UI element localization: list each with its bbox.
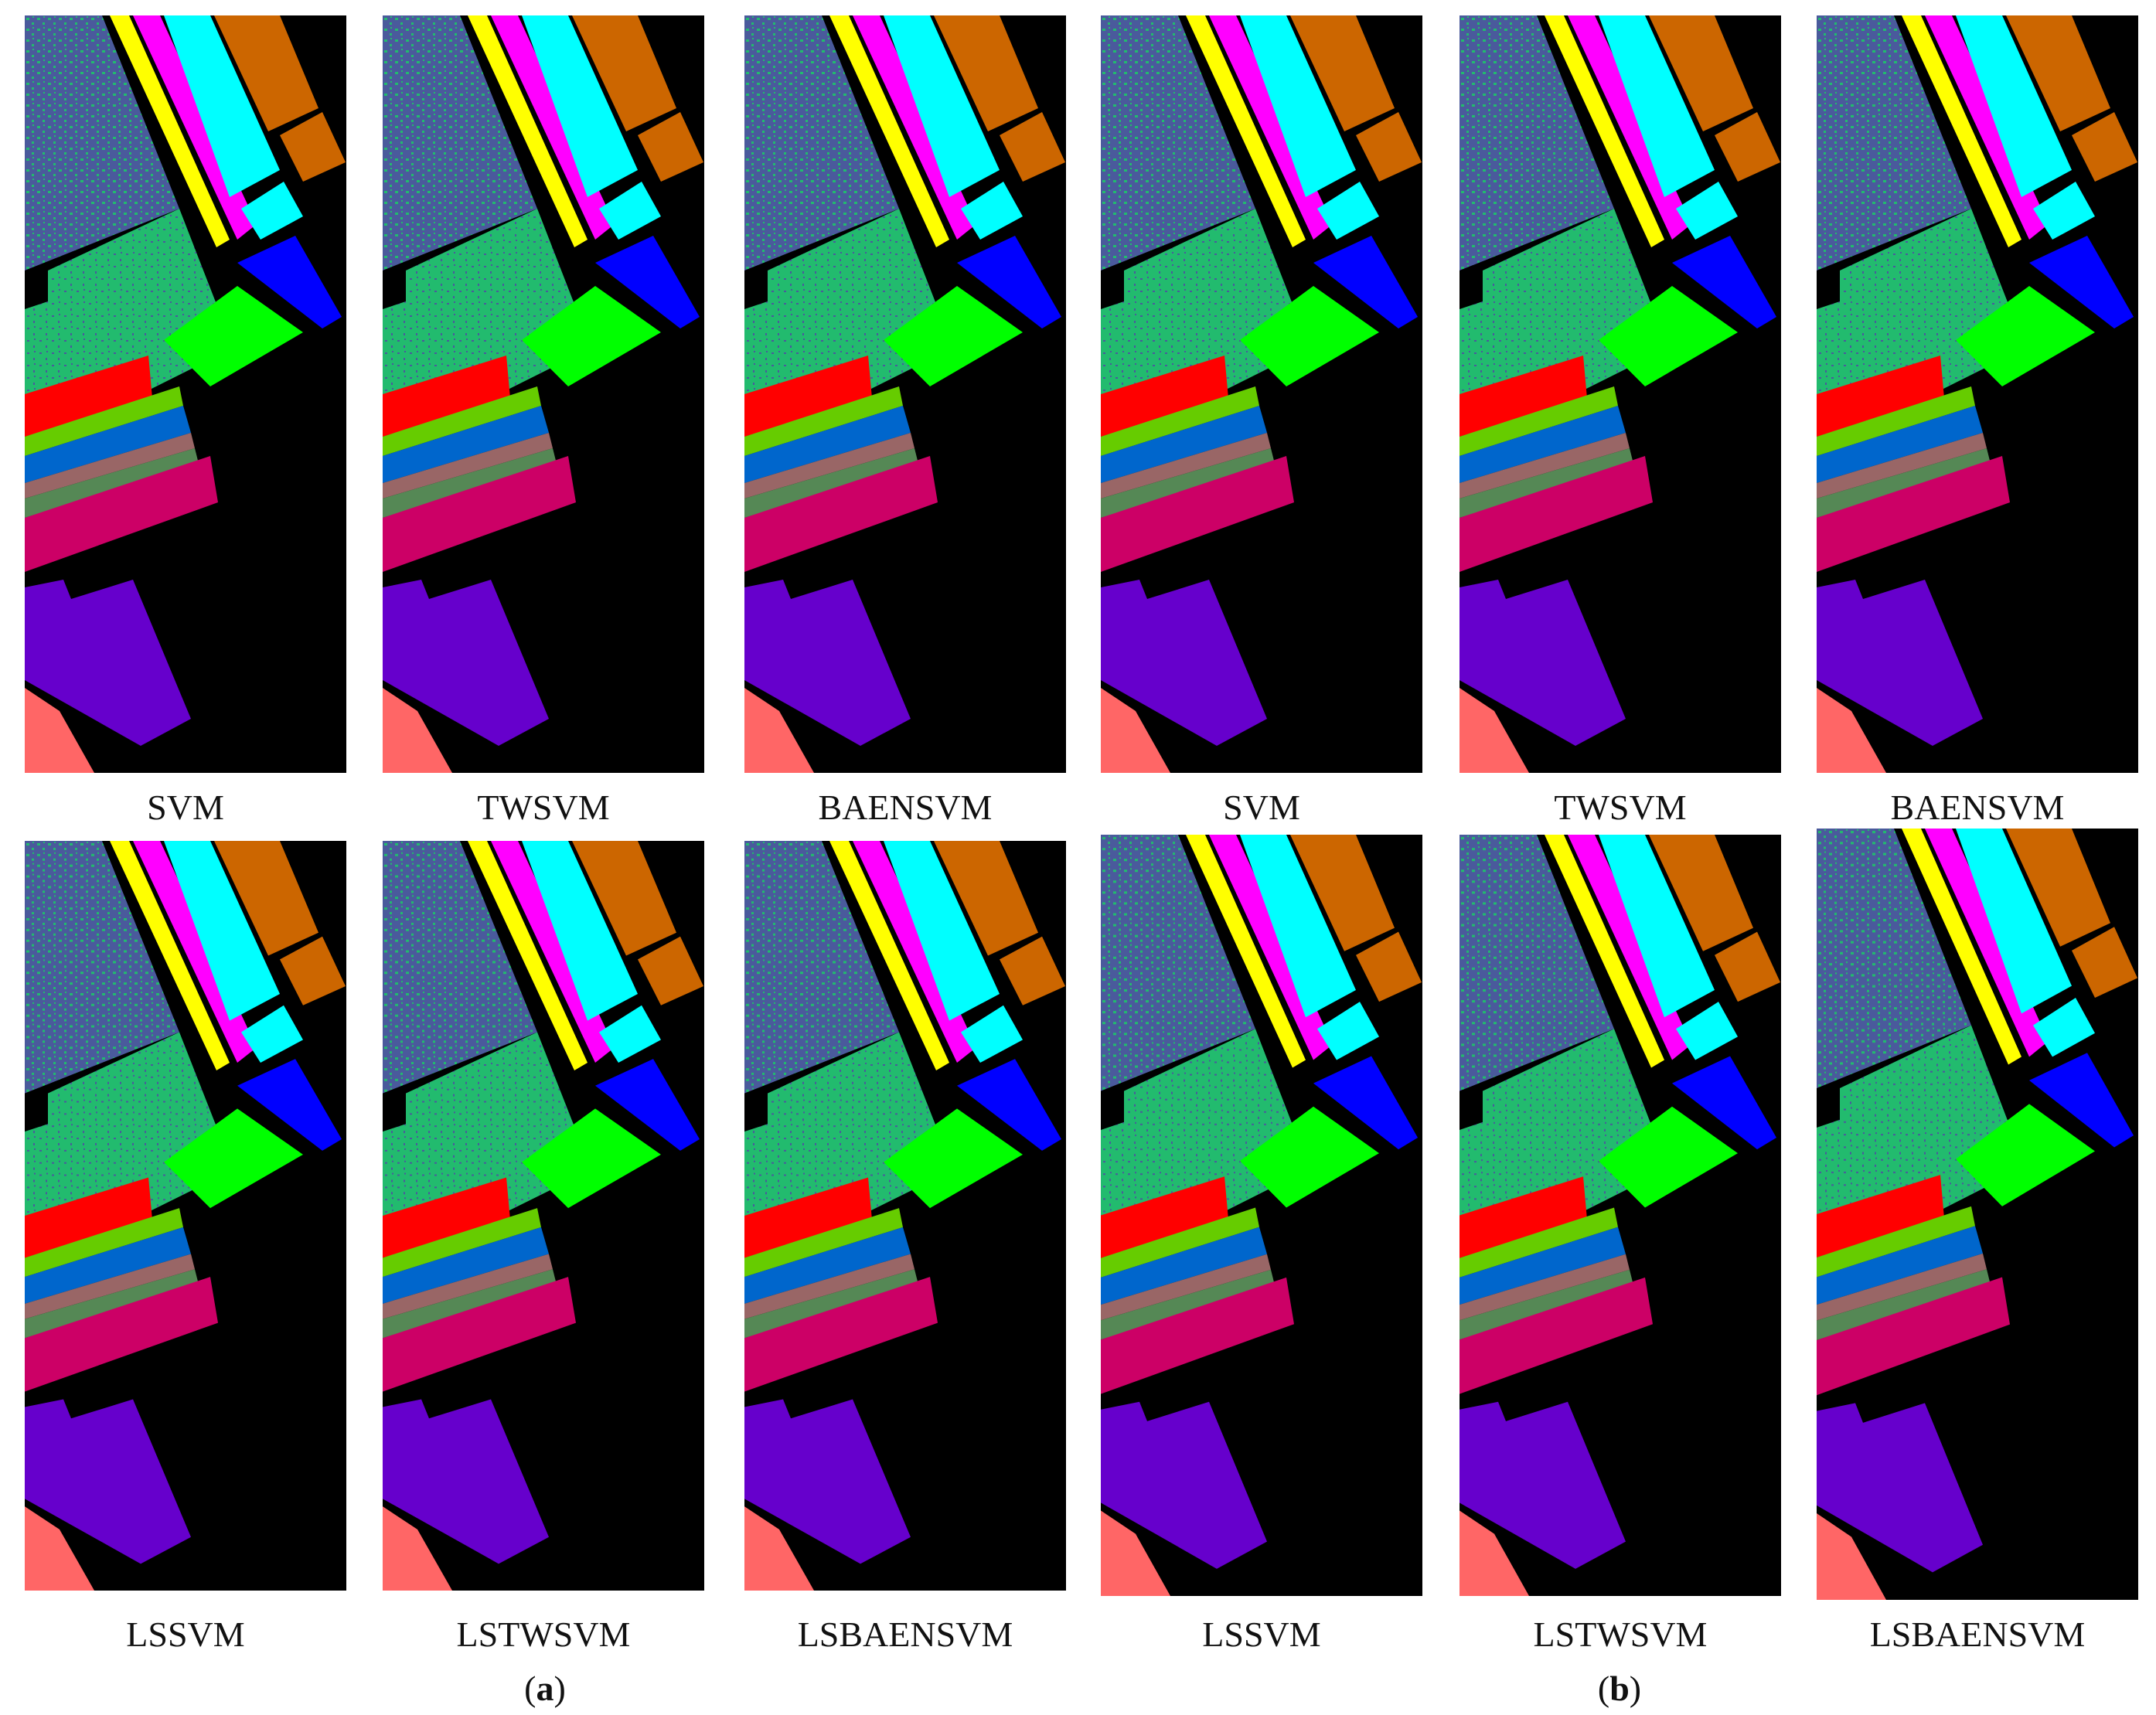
caption-lstwsvm-b: LSTWSVM [1533,1615,1708,1654]
map-panel-5 [1459,15,1781,773]
map-panel-10 [1101,835,1422,1596]
caption-svm-b: SVM [1223,788,1300,827]
caption-svm-a: SVM [147,788,224,827]
caption-baensvm-b: BAENSVM [1890,788,2065,827]
caption-lstwsvm-a: LSTWSVM [456,1615,631,1654]
caption-lssvm-b: LSSVM [1202,1615,1321,1654]
subfigure-label-b: (b) [1597,1669,1642,1708]
map-panel-2 [383,15,704,773]
caption-lsbaensvm-a: LSBAENSVM [797,1615,1013,1654]
map-panel-7 [25,841,346,1591]
caption-baensvm-a: BAENSVM [818,788,993,827]
map-panel-3 [744,15,1066,773]
map-panel-11 [1459,835,1781,1596]
map-panel-12 [1817,829,2138,1600]
map-panel-8 [383,841,704,1591]
caption-lssvm-a: LSSVM [126,1615,245,1654]
map-panel-1 [25,15,346,773]
caption-lsbaensvm-b: LSBAENSVM [1869,1615,2086,1654]
map-panel-6 [1817,15,2138,773]
caption-twsvm-b: TWSVM [1554,788,1687,827]
map-panel-4 [1101,15,1422,773]
subfigure-label-a: (a) [524,1669,566,1708]
caption-twsvm-a: TWSVM [477,788,610,827]
map-panel-9 [744,841,1066,1591]
